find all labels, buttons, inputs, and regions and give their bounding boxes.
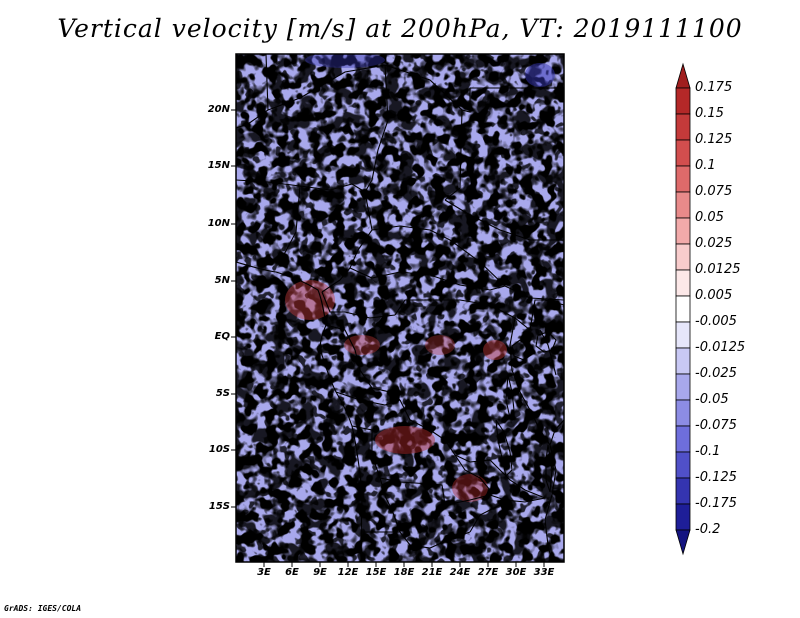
colorbar-segment <box>675 269 691 297</box>
colorbar <box>675 62 691 556</box>
lat-label-5n: 5N <box>214 275 230 286</box>
colorbar-segment <box>675 191 691 219</box>
colorbar-arrow-bottom <box>675 529 691 556</box>
lat-label-10n: 10N <box>207 218 230 229</box>
lon-label-30e: 30E <box>505 567 527 578</box>
colorbar-arrow-top <box>675 62 691 89</box>
colorbar-label: 0.1 <box>695 158 716 173</box>
lat-label-eq: EQ <box>214 331 230 342</box>
colorbar-segment <box>675 451 691 479</box>
colorbar-segment <box>675 113 691 141</box>
colorbar-label: 0.05 <box>695 210 724 225</box>
lon-label-18e: 18E <box>393 567 415 578</box>
lon-label-15e: 15E <box>365 567 387 578</box>
lon-label-3e: 3E <box>257 567 271 578</box>
axis-ticks <box>231 109 545 567</box>
lon-label-12e: 12E <box>337 567 359 578</box>
lat-label-15n: 15N <box>207 160 230 171</box>
lon-label-6e: 6E <box>285 567 299 578</box>
colorbar-segment <box>675 243 691 271</box>
lat-label-15s: 15S <box>208 501 230 512</box>
lat-label-20n: 20N <box>207 104 230 115</box>
colorbar-label: -0.175 <box>695 496 737 511</box>
lon-label-27e: 27E <box>477 567 499 578</box>
colorbar-label: -0.1 <box>695 444 721 459</box>
colorbar-segment <box>675 503 691 531</box>
colorbar-segment <box>675 165 691 193</box>
colorbar-segment <box>675 321 691 349</box>
colorbar-label: -0.025 <box>695 366 737 381</box>
country-borders <box>236 54 564 562</box>
lat-label-10s: 10S <box>208 444 230 455</box>
colorbar-segment <box>675 139 691 167</box>
colorbar-segment <box>675 347 691 375</box>
lon-label-24e: 24E <box>449 567 471 578</box>
colorbar-label: 0.125 <box>695 132 733 147</box>
colorbar-label: -0.005 <box>695 314 737 329</box>
colorbar-segment <box>675 425 691 453</box>
colorbar-segment <box>675 373 691 401</box>
colorbar-segment <box>675 217 691 245</box>
colorbar-label: 0.025 <box>695 236 733 251</box>
colorbar-label: 0.175 <box>695 80 733 95</box>
colorbar-label: 0.0125 <box>695 262 741 277</box>
colorbar-label: 0.075 <box>695 184 733 199</box>
lakes <box>495 331 557 493</box>
lat-label-5s: 5S <box>215 388 230 399</box>
colorbar-segment <box>675 399 691 427</box>
colorbar-label: 0.15 <box>695 106 724 121</box>
lon-label-33e: 33E <box>533 567 555 578</box>
grads-credit: GrADS: IGES/COLA <box>4 604 82 613</box>
colorbar-label: -0.05 <box>695 392 729 407</box>
colorbar-segment <box>675 87 691 115</box>
colorbar-segment <box>675 295 691 323</box>
colorbar-segment <box>675 477 691 505</box>
colorbar-label: -0.0125 <box>695 340 746 355</box>
colorbar-label: 0.005 <box>695 288 733 303</box>
lon-label-9e: 9E <box>313 567 327 578</box>
map-frame <box>235 53 565 563</box>
lon-label-21e: 21E <box>421 567 443 578</box>
colorbar-label: -0.2 <box>695 522 721 537</box>
colorbar-label: -0.125 <box>695 470 737 485</box>
plot-title: Vertical velocity [m/s] at 200hPa, VT: 2… <box>57 14 743 43</box>
colorbar-label: -0.075 <box>695 418 737 433</box>
